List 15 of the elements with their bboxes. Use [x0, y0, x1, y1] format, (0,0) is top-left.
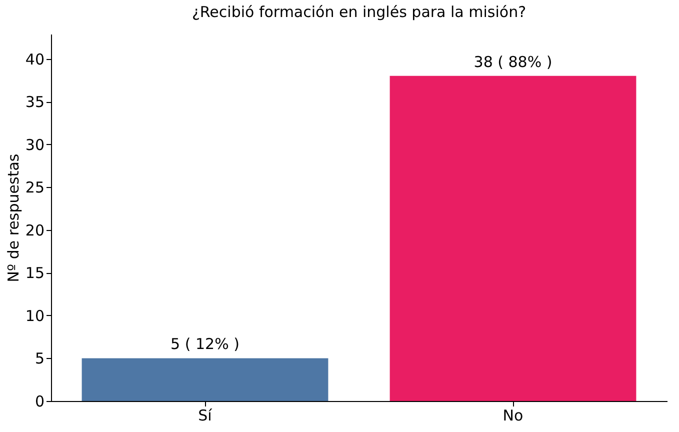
y-tick-label: 10 — [25, 306, 44, 325]
y-tick-label: 40 — [25, 50, 44, 68]
y-tick-label: 25 — [25, 178, 44, 197]
x-tick-label: No — [502, 406, 524, 424]
y-tick-label: 15 — [25, 264, 44, 282]
data-label: 5 ( 12% ) — [170, 335, 240, 354]
y-tick-label: 35 — [25, 93, 44, 112]
data-label: 38 ( 88% ) — [474, 52, 552, 71]
y-tick-label: 20 — [25, 221, 44, 240]
y-tick-label: 5 — [34, 350, 44, 368]
y-tick-label: 30 — [25, 136, 44, 154]
chart-title: ¿Recibió formación en inglés para la misión? — [192, 3, 526, 21]
x-tick-label: Sí — [198, 406, 213, 424]
y-tick-label: 0 — [34, 392, 44, 410]
y-axis-title: Nº de respuestas — [4, 154, 22, 282]
